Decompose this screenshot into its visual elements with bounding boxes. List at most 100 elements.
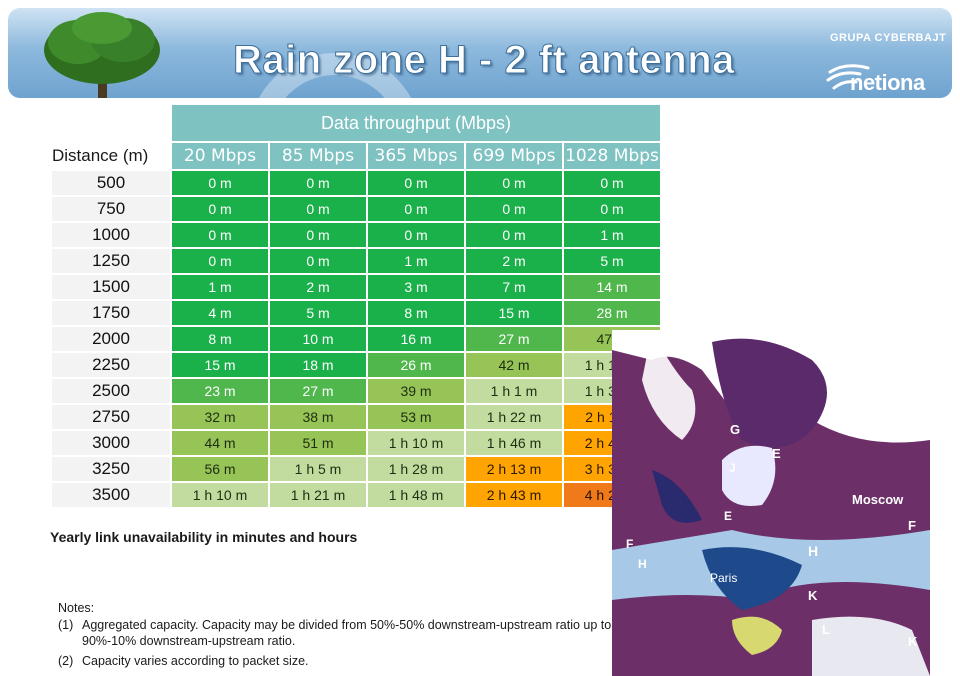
distance-header: Distance (m) xyxy=(52,143,170,169)
unavailability-cell: 5 m xyxy=(564,249,660,273)
unavailability-cell: 1 h 48 m xyxy=(368,483,464,507)
unavailability-cell: 14 m xyxy=(564,275,660,299)
throughput-header: Data throughput (Mbps) xyxy=(172,105,660,141)
unavailability-cell: 15 m xyxy=(172,353,268,377)
unavailability-cell: 2 m xyxy=(270,275,366,299)
unavailability-cell: 1 h 10 m xyxy=(368,431,464,455)
unavailability-cell: 0 m xyxy=(368,223,464,247)
unavailability-cell: 44 m xyxy=(172,431,268,455)
map-label: Moscow xyxy=(852,492,904,507)
unavailability-cell: 1 m xyxy=(368,249,464,273)
unavailability-cell: 16 m xyxy=(368,327,464,351)
unavailability-cell: 0 m xyxy=(466,197,562,221)
unavailability-cell: 53 m xyxy=(368,405,464,429)
unavailability-cell: 4 m xyxy=(172,301,268,325)
distance-cell: 2000 xyxy=(52,327,170,351)
notes: Notes: (1) Aggregated capacity. Capacity… xyxy=(58,600,618,669)
distance-cell: 500 xyxy=(52,171,170,195)
note-number: (2) xyxy=(58,654,74,668)
netiona-logo-icon xyxy=(826,64,870,90)
unavailability-cell: 28 m xyxy=(564,301,660,325)
distance-cell: 2250 xyxy=(52,353,170,377)
throughput-table: Data throughput (Mbps) Distance (m) 20 M… xyxy=(50,103,662,509)
unavailability-cell: 8 m xyxy=(368,301,464,325)
unavailability-cell: 15 m xyxy=(466,301,562,325)
unavailability-cell: 7 m xyxy=(466,275,562,299)
unavailability-cell: 2 m xyxy=(466,249,562,273)
capacity-header: 699 Mbps xyxy=(466,143,562,169)
unavailability-cell: 1 h 28 m xyxy=(368,457,464,481)
map-label: K xyxy=(808,588,818,603)
notes-heading: Notes: xyxy=(58,601,95,615)
unavailability-cell: 0 m xyxy=(368,171,464,195)
unavailability-cell: 51 m xyxy=(270,431,366,455)
map-label: G xyxy=(730,422,740,437)
distance-cell: 1500 xyxy=(52,275,170,299)
unavailability-cell: 23 m xyxy=(172,379,268,403)
unavailability-cell: 2 h 43 m xyxy=(466,483,562,507)
map-label: H xyxy=(808,543,818,559)
distance-cell: 1000 xyxy=(52,223,170,247)
unavailability-cell: 1 h 10 m xyxy=(172,483,268,507)
distance-cell: 750 xyxy=(52,197,170,221)
unavailability-cell: 0 m xyxy=(564,197,660,221)
unavailability-cell: 1 h 22 m xyxy=(466,405,562,429)
map-label: H xyxy=(638,557,647,571)
unavailability-cell: 1 h 5 m xyxy=(270,457,366,481)
distance-cell: 3500 xyxy=(52,483,170,507)
header-banner: Rain zone H - 2 ft antenna GRUPA CYBERBA… xyxy=(8,8,952,98)
unavailability-cell: 56 m xyxy=(172,457,268,481)
table-corner xyxy=(52,105,170,141)
table-caption: Yearly link unavailability in minutes an… xyxy=(50,529,358,545)
unavailability-cell: 1 h 46 m xyxy=(466,431,562,455)
page-title: Rain zone H - 2 ft antenna xyxy=(233,38,735,83)
distance-cell: 1750 xyxy=(52,301,170,325)
unavailability-cell: 0 m xyxy=(368,197,464,221)
note-text: Aggregated capacity. Capacity may be div… xyxy=(82,618,612,648)
unavailability-cell: 0 m xyxy=(172,171,268,195)
unavailability-cell: 0 m xyxy=(172,197,268,221)
map-label: F xyxy=(626,537,633,551)
unavailability-cell: 2 h 13 m xyxy=(466,457,562,481)
unavailability-cell: 39 m xyxy=(368,379,464,403)
unavailability-cell: 27 m xyxy=(466,327,562,351)
capacity-header: 20 Mbps xyxy=(172,143,268,169)
map-label: Paris xyxy=(710,571,737,585)
map-label: F xyxy=(908,518,916,533)
unavailability-cell: 3 m xyxy=(368,275,464,299)
unavailability-cell: 0 m xyxy=(466,223,562,247)
rain-zone-map: G E J Moscow F E H F H Paris K L K xyxy=(612,330,930,676)
capacity-header: 85 Mbps xyxy=(270,143,366,169)
unavailability-cell: 32 m xyxy=(172,405,268,429)
unavailability-cell: 8 m xyxy=(172,327,268,351)
tree-icon xyxy=(44,12,160,98)
note-text: Capacity varies according to packet size… xyxy=(82,654,309,668)
unavailability-cell: 0 m xyxy=(270,249,366,273)
unavailability-cell: 0 m xyxy=(270,197,366,221)
unavailability-cell: 1 h 1 m xyxy=(466,379,562,403)
note-item: (2) Capacity varies according to packet … xyxy=(58,653,618,669)
unavailability-cell: 1 m xyxy=(564,223,660,247)
unavailability-cell: 26 m xyxy=(368,353,464,377)
unavailability-cell: 1 h 21 m xyxy=(270,483,366,507)
unavailability-cell: 27 m xyxy=(270,379,366,403)
unavailability-cell: 0 m xyxy=(172,223,268,247)
note-item: (1) Aggregated capacity. Capacity may be… xyxy=(58,617,618,649)
distance-cell: 1250 xyxy=(52,249,170,273)
map-label: K xyxy=(908,634,918,649)
distance-cell: 3000 xyxy=(52,431,170,455)
map-label: E xyxy=(724,509,732,523)
unavailability-cell: 0 m xyxy=(564,171,660,195)
